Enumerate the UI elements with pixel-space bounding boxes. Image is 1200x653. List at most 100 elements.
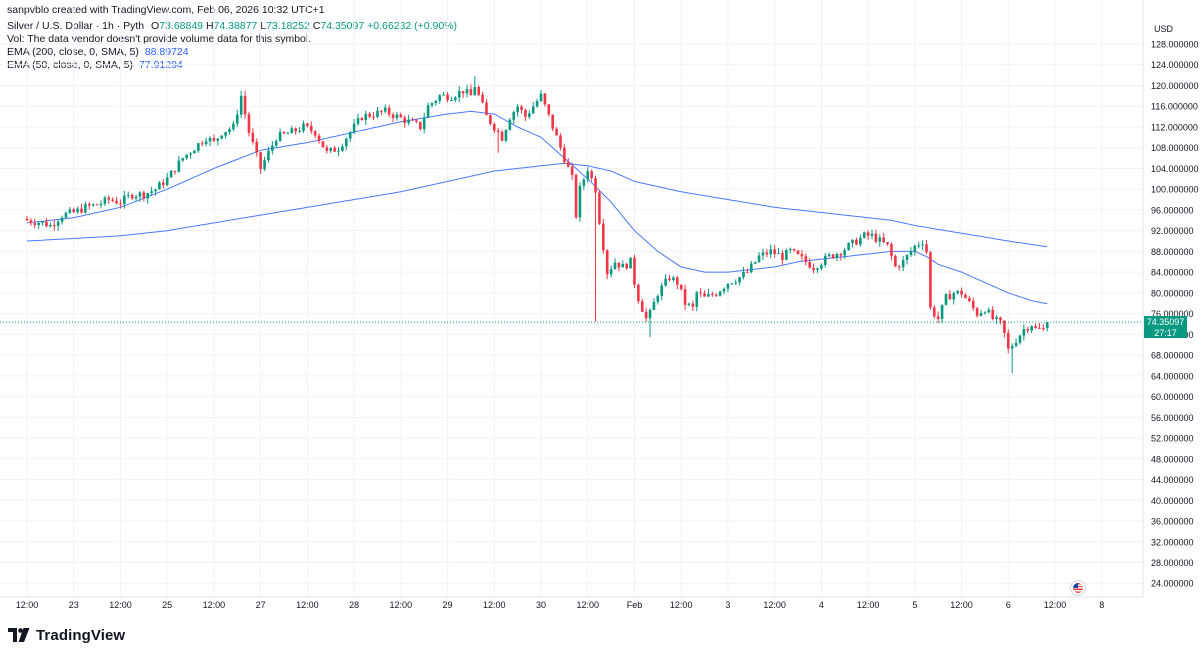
candle-body bbox=[679, 284, 683, 290]
candle-body bbox=[648, 309, 652, 319]
candle bbox=[60, 215, 64, 225]
candle-body bbox=[76, 208, 79, 213]
candle-body bbox=[683, 289, 687, 305]
candle-body bbox=[477, 87, 481, 95]
candle-body bbox=[983, 312, 987, 314]
candle-body bbox=[286, 133, 290, 135]
price-tick-label: 32.000000 bbox=[1151, 537, 1194, 547]
candle-body bbox=[691, 303, 695, 307]
candle-body bbox=[613, 262, 617, 270]
candle bbox=[376, 107, 379, 119]
time-axis-labels: 12:00 23 12:00 25 12:00 27 12:00 28 12:00 29 12:00… bbox=[16, 600, 1105, 610]
candle-body bbox=[438, 95, 442, 101]
price-tick-label: 52.000000 bbox=[1151, 434, 1194, 444]
candle bbox=[816, 267, 819, 274]
candle-body bbox=[193, 150, 196, 154]
time-tick-label: 23 bbox=[69, 600, 79, 610]
time-tick-label: Feb bbox=[627, 600, 643, 610]
candle-body bbox=[590, 171, 593, 179]
candle-body bbox=[399, 114, 403, 118]
tradingview-footer[interactable]: TradingView bbox=[8, 624, 125, 646]
candle-body bbox=[88, 204, 91, 206]
ohlc-low-value: 73.18252 bbox=[266, 20, 310, 32]
candle-body bbox=[111, 199, 114, 201]
price-tick-label: 88.000000 bbox=[1151, 247, 1194, 257]
us-flag-icon[interactable] bbox=[1070, 580, 1086, 596]
candle bbox=[430, 102, 434, 108]
candle bbox=[757, 252, 761, 263]
symbol-row[interactable]: Silver / U.S. Dollar · 1h · Pyth O73.688… bbox=[7, 20, 457, 33]
candle-body bbox=[325, 147, 329, 151]
candle-body bbox=[862, 232, 866, 238]
candle-body bbox=[426, 105, 430, 118]
candle-body bbox=[621, 263, 625, 268]
candle-body bbox=[235, 114, 239, 124]
candle bbox=[933, 304, 936, 319]
candle-body bbox=[894, 255, 897, 267]
symbol-name[interactable]: Silver / U.S. Dollar · 1h · Pyth bbox=[7, 20, 145, 32]
candle bbox=[781, 249, 784, 266]
candle bbox=[1006, 329, 1010, 354]
candle bbox=[901, 256, 905, 272]
time-tick-label: 25 bbox=[162, 600, 172, 610]
candle bbox=[1010, 343, 1014, 374]
candle-body bbox=[897, 266, 901, 268]
candle-body bbox=[917, 245, 921, 247]
candle-body bbox=[933, 307, 936, 317]
candle-body bbox=[387, 107, 391, 115]
candle-body bbox=[687, 303, 691, 305]
candle bbox=[274, 139, 278, 148]
candle bbox=[1038, 323, 1041, 329]
candle bbox=[177, 156, 181, 173]
candle-body bbox=[999, 317, 1002, 321]
ohlc-change: +0.66232 (+0.90%) bbox=[367, 20, 458, 32]
candle bbox=[33, 218, 37, 229]
candle-body bbox=[45, 221, 48, 227]
candle-body bbox=[352, 123, 356, 133]
candle-body bbox=[185, 154, 188, 159]
candle bbox=[111, 197, 114, 203]
candle-body bbox=[1006, 332, 1010, 349]
ohlc-low-label: L bbox=[260, 20, 267, 32]
candle-body bbox=[465, 89, 469, 94]
candle-body bbox=[91, 204, 95, 206]
candle bbox=[765, 249, 769, 258]
time-tick-label: 3 bbox=[725, 600, 730, 610]
candle bbox=[88, 202, 91, 210]
ohlc-high-label: H bbox=[205, 20, 214, 32]
candle bbox=[150, 186, 153, 197]
candle bbox=[407, 114, 410, 126]
candle bbox=[582, 177, 586, 190]
candle bbox=[103, 195, 107, 207]
price-tick-label: 48.000000 bbox=[1151, 454, 1194, 464]
candle-body bbox=[656, 295, 660, 302]
candle bbox=[578, 182, 582, 222]
candle-body bbox=[921, 244, 924, 246]
time-tick-label: 12:00 bbox=[670, 600, 693, 610]
candle-body bbox=[882, 237, 885, 243]
candle bbox=[352, 118, 356, 135]
candle bbox=[987, 307, 991, 314]
candle-body bbox=[489, 115, 492, 124]
candle bbox=[107, 195, 111, 204]
candle bbox=[843, 247, 847, 259]
time-tick-label: 12:00 bbox=[576, 600, 599, 610]
candle bbox=[360, 116, 364, 121]
candle bbox=[882, 232, 885, 244]
candle-body bbox=[115, 200, 118, 204]
time-tick-label: 6 bbox=[1006, 600, 1011, 610]
currency-label[interactable]: USD bbox=[1154, 24, 1174, 34]
candle-body bbox=[753, 261, 757, 264]
candle-body bbox=[757, 255, 761, 262]
candle bbox=[563, 143, 566, 165]
candle bbox=[897, 264, 901, 271]
candle-body bbox=[126, 194, 130, 196]
candle-body bbox=[337, 150, 340, 152]
candle-body bbox=[485, 102, 488, 116]
candle bbox=[329, 147, 333, 153]
candle-body bbox=[473, 87, 477, 96]
candle bbox=[259, 151, 262, 174]
volume-note[interactable]: Vol: The data vendor doesn't provide vol… bbox=[7, 33, 312, 45]
candle bbox=[566, 158, 570, 168]
